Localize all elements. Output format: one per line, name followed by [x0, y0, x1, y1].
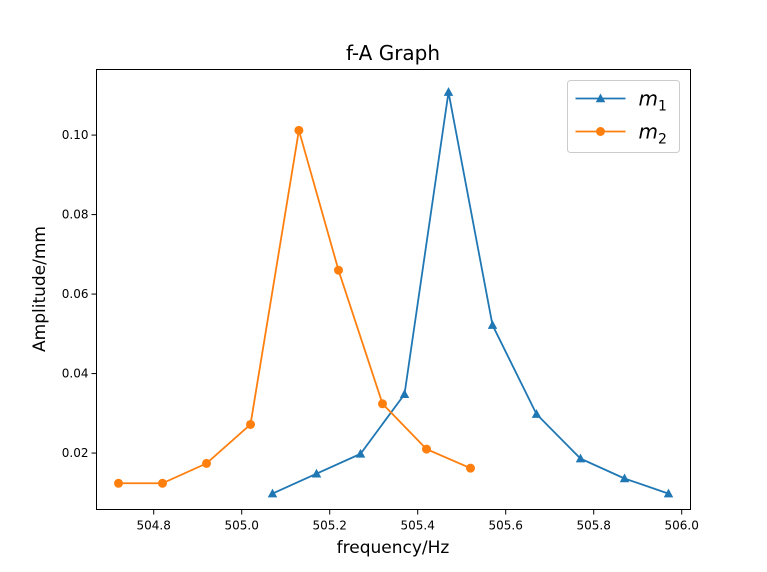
data-point [575, 453, 586, 463]
x-tick-label: 504.8 [137, 519, 171, 533]
y-tick-label: 0.02 [62, 446, 89, 460]
plot-frame [96, 69, 691, 510]
legend-entry: m2 [575, 120, 667, 148]
data-point [619, 473, 630, 483]
x-tick-label: 505.6 [489, 519, 523, 533]
data-point [267, 488, 278, 498]
data-point [443, 87, 454, 96]
y-tick-label: 0.06 [62, 287, 89, 301]
data-point [334, 265, 343, 275]
data-point [466, 463, 475, 473]
data-point [487, 320, 498, 329]
legend-label: m2 [639, 120, 667, 148]
y-tick-label: 0.10 [62, 128, 89, 142]
data-point [355, 448, 366, 458]
x-tick-label: 505.2 [313, 519, 347, 533]
y-axis-label: Amplitude/mm [30, 226, 50, 352]
series-m1 [267, 87, 674, 498]
data-point [531, 409, 542, 418]
x-tick-label: 505.4 [401, 519, 435, 533]
data-point [158, 478, 167, 488]
x-tick-label: 505.8 [577, 519, 611, 533]
x-tick-label: 506.0 [665, 519, 699, 533]
data-point [202, 458, 211, 468]
legend-marker [595, 93, 606, 103]
data-point [422, 444, 431, 454]
data-point [378, 399, 387, 409]
series-line [272, 91, 669, 495]
data-point [399, 389, 410, 398]
data-point [114, 478, 123, 488]
data-point [294, 125, 304, 135]
series-m2 [114, 125, 475, 488]
chart-title: f-A Graph [346, 41, 440, 65]
y-tick-label: 0.04 [62, 367, 89, 381]
y-tick-label: 0.08 [62, 208, 89, 222]
data-point [246, 419, 255, 429]
data-point [663, 488, 674, 498]
data-point [311, 468, 322, 478]
x-tick-label: 505.0 [225, 519, 259, 533]
x-axis-label: frequency/Hz [337, 538, 450, 558]
legend-marker [596, 127, 605, 136]
